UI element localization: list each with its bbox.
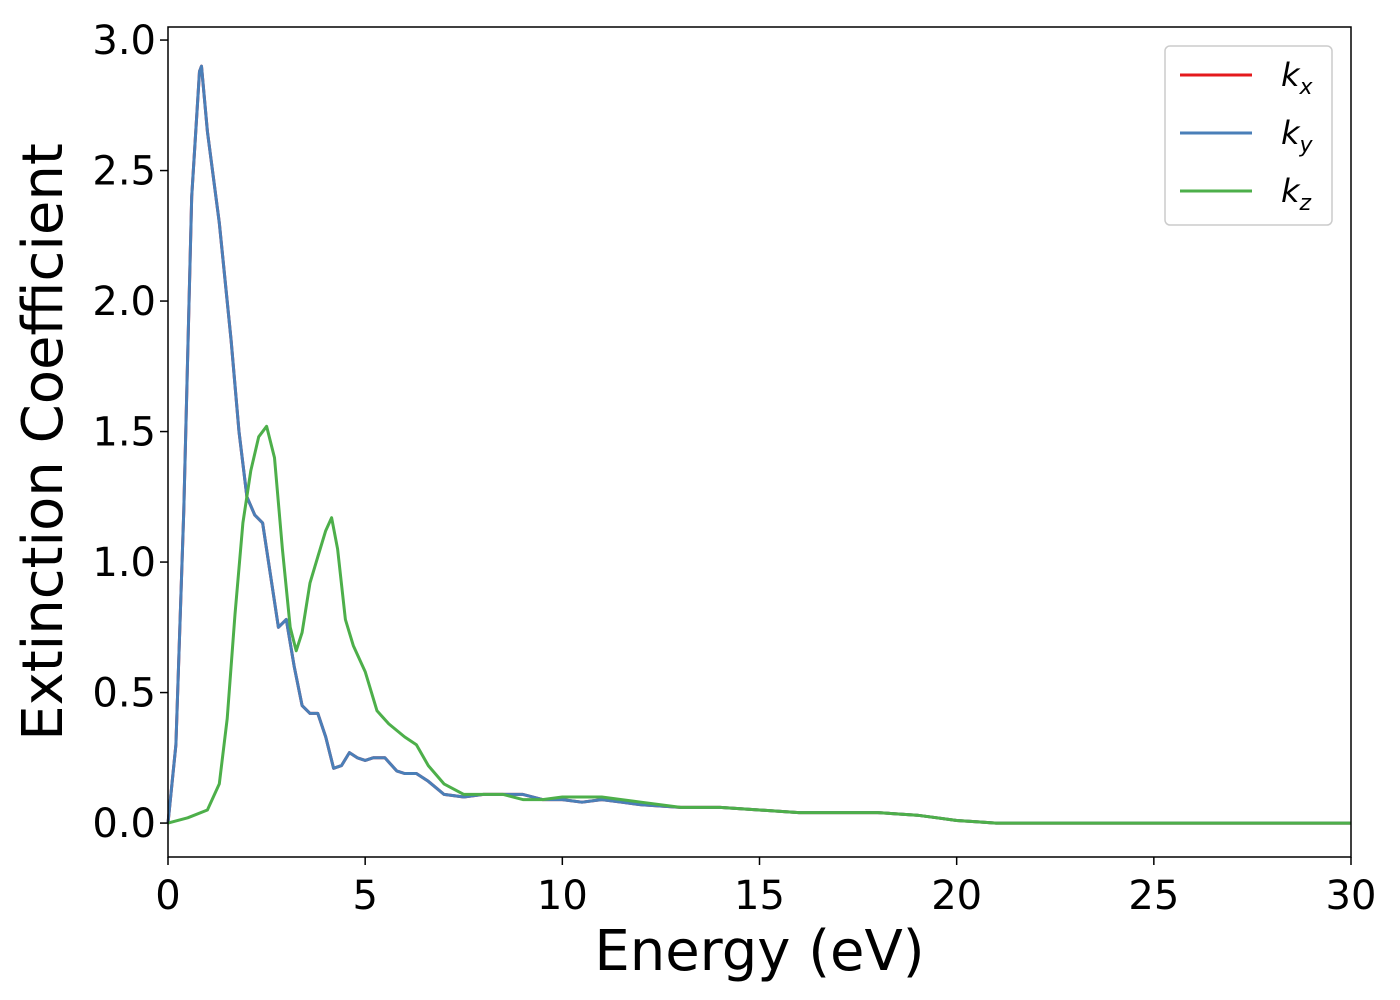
x-tick-label: 30 xyxy=(1326,873,1377,919)
y-axis-title: Extinction Coefficient xyxy=(11,143,76,741)
x-tick-label: 5 xyxy=(352,873,377,919)
y-tick-label: 1.5 xyxy=(92,410,156,456)
y-tick-label: 2.0 xyxy=(92,279,156,325)
y-axis-ticks: 0.0 0.5 1.0 1.5 2.0 2.5 3.0 xyxy=(92,18,168,847)
x-tick-label: 15 xyxy=(734,873,785,919)
x-tick-label: 0 xyxy=(155,873,180,919)
y-tick-label: 2.5 xyxy=(92,149,156,195)
plot-background xyxy=(168,27,1351,857)
x-axis-ticks: 0 5 10 15 20 25 30 xyxy=(155,857,1376,919)
y-tick-label: 0.5 xyxy=(92,671,156,717)
x-tick-label: 20 xyxy=(931,873,982,919)
y-tick-label: 0.0 xyxy=(92,801,156,847)
series-line-z xyxy=(167,424,1351,825)
x-tick-label: 10 xyxy=(537,873,588,919)
series-layer xyxy=(166,64,1351,825)
legend-frame xyxy=(1164,45,1333,226)
y-tick-label: 3.0 xyxy=(92,18,156,64)
x-axis-title: Energy (eV) xyxy=(594,919,924,984)
y-tick-label: 1.0 xyxy=(92,540,156,586)
x-tick-label: 25 xyxy=(1128,873,1179,919)
